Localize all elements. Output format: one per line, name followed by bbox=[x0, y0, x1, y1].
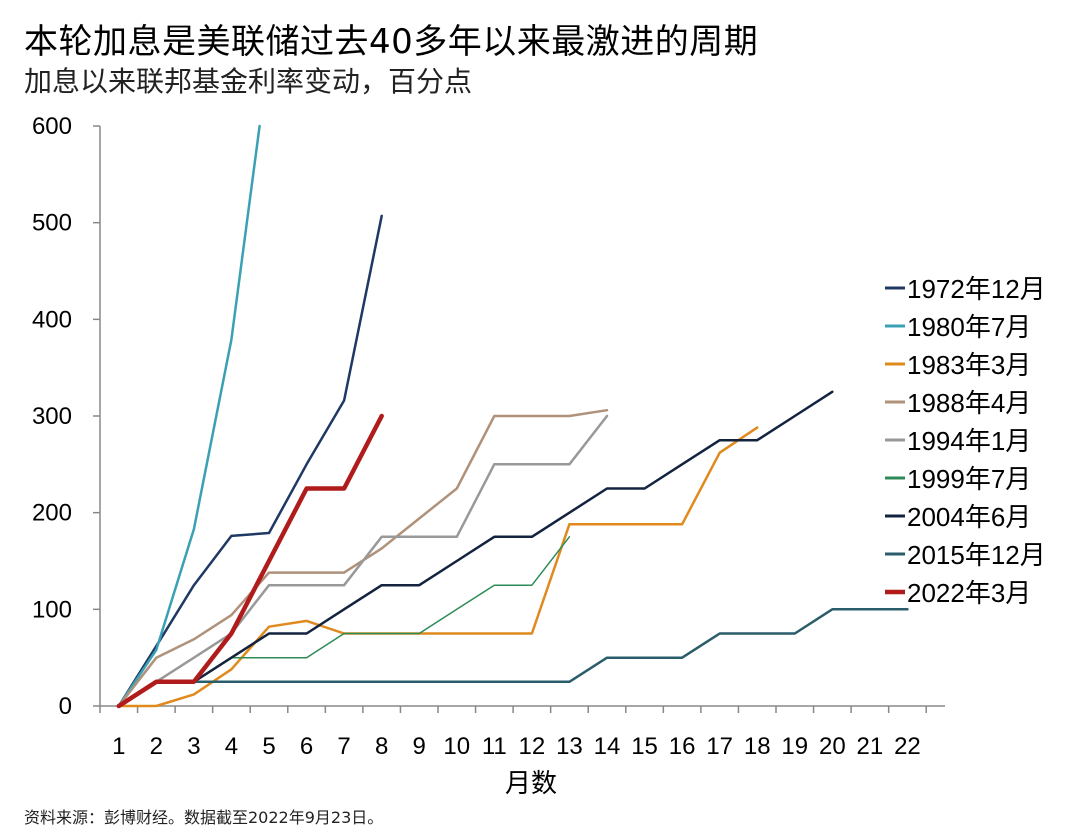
series-line-1980年7月 bbox=[117, 124, 261, 708]
x-tick-label: 18 bbox=[744, 733, 771, 760]
y-tick-label: 300 bbox=[32, 403, 72, 430]
x-tick-label: 17 bbox=[706, 733, 733, 760]
x-tick-label: 6 bbox=[300, 733, 313, 760]
x-axis-label: 月数 bbox=[505, 769, 557, 799]
x-tick-label: 2 bbox=[150, 733, 163, 760]
y-tick-label: 400 bbox=[32, 306, 72, 333]
y-tick-label: 600 bbox=[32, 113, 72, 140]
series-line-1994年1月 bbox=[117, 414, 609, 708]
x-tick-label: 4 bbox=[225, 733, 238, 760]
series-line-2022年3月 bbox=[116, 413, 384, 709]
series-line-1983年3月 bbox=[117, 426, 759, 708]
x-tick-label: 12 bbox=[519, 733, 546, 760]
x-tick-label: 5 bbox=[262, 733, 275, 760]
legend-label: 2022年3月 bbox=[907, 578, 1031, 608]
legend-label: 1983年3月 bbox=[907, 350, 1031, 380]
legend-label: 1980年7月 bbox=[907, 312, 1031, 342]
x-tick-label: 9 bbox=[413, 733, 426, 760]
x-tick-label: 21 bbox=[857, 733, 884, 760]
legend-label: 1994年1月 bbox=[907, 426, 1031, 456]
x-tick-label: 19 bbox=[781, 733, 808, 760]
legend-label: 2015年12月 bbox=[907, 540, 1046, 570]
source-note: 资料来源：彭博财经。数据截至2022年9月23日。 bbox=[24, 808, 384, 827]
x-tick-label: 13 bbox=[556, 733, 583, 760]
x-tick-label: 15 bbox=[631, 733, 658, 760]
series-line-2015年12月 bbox=[117, 608, 909, 708]
y-tick-label: 500 bbox=[32, 210, 72, 237]
chart-title: 本轮加息是美联储过去40多年以来最激进的周期 bbox=[24, 22, 759, 62]
x-tick-label: 3 bbox=[187, 733, 200, 760]
x-tick-label: 22 bbox=[894, 733, 921, 760]
x-tick-label: 10 bbox=[443, 733, 470, 760]
x-tick-label: 14 bbox=[594, 733, 621, 760]
x-tick-label: 8 bbox=[375, 733, 388, 760]
x-tick-label: 7 bbox=[337, 733, 350, 760]
legend-label: 1999年7月 bbox=[907, 464, 1031, 494]
legend-label: 1988年4月 bbox=[907, 388, 1031, 418]
series-line-2004年6月 bbox=[117, 390, 834, 708]
y-tick-label: 0 bbox=[59, 693, 72, 720]
x-tick-label: 16 bbox=[669, 733, 696, 760]
legend-label: 1972年12月 bbox=[907, 274, 1046, 304]
series-line-1972年12月 bbox=[117, 214, 383, 708]
legend-label: 2004年6月 bbox=[907, 502, 1031, 532]
chart-subtitle: 加息以来联邦基金利率变动，百分点 bbox=[24, 65, 473, 98]
y-tick-label: 100 bbox=[32, 596, 72, 623]
y-tick-label: 200 bbox=[32, 500, 72, 527]
x-tick-label: 11 bbox=[482, 733, 507, 760]
x-tick-label: 1 bbox=[112, 733, 125, 760]
x-tick-label: 20 bbox=[819, 733, 846, 760]
